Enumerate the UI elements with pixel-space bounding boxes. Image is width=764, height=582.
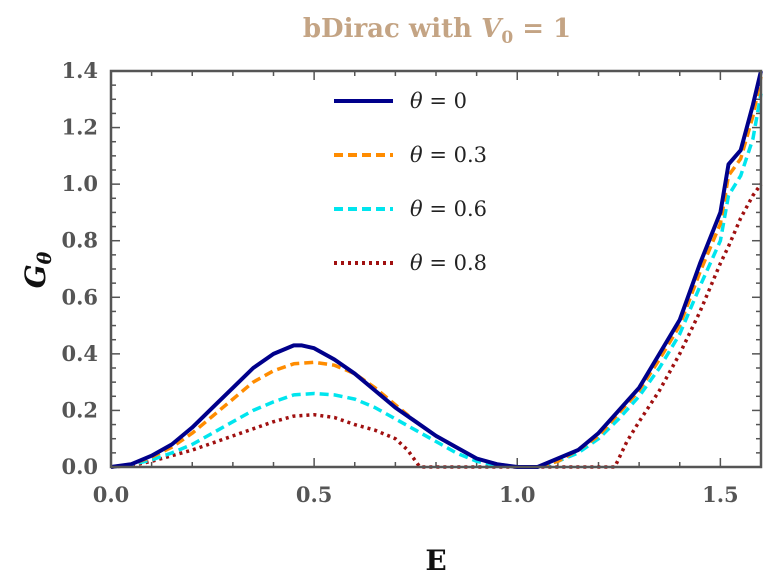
legend: θ = 0 θ = 0.3 θ = 0.6 θ = 0.8 bbox=[334, 89, 487, 275]
series-line-3 bbox=[110, 183, 763, 469]
x-axis-label: E bbox=[425, 544, 446, 577]
y-tick-label: 0.6 bbox=[61, 284, 98, 309]
y-tick-label: 0.2 bbox=[61, 397, 98, 422]
legend-label-0: θ = 0 bbox=[410, 89, 467, 113]
x-tick-label: 0.0 bbox=[93, 482, 130, 507]
x-tick-label: 1.0 bbox=[499, 482, 536, 507]
legend-label-2: θ = 0.6 bbox=[410, 197, 487, 221]
y-tick-label: 1.4 bbox=[61, 58, 98, 83]
y-tick-label: 1.2 bbox=[61, 115, 98, 140]
series-line-0 bbox=[110, 70, 763, 469]
x-tick-label: 1.5 bbox=[702, 482, 739, 507]
y-tick-labels: 0.0 0.2 0.4 0.6 0.8 1.0 1.2 1.4 bbox=[61, 58, 98, 479]
x-tick-labels: 0.0 0.5 1.0 1.5 bbox=[93, 482, 739, 507]
series-layer bbox=[110, 70, 763, 469]
y-tick-label: 0.0 bbox=[61, 454, 98, 479]
x-tick-label: 0.5 bbox=[296, 482, 333, 507]
legend-label-3: θ = 0.8 bbox=[410, 251, 487, 275]
series-line-1 bbox=[110, 76, 763, 469]
plot-frame bbox=[109, 69, 763, 469]
y-tick-label: 0.4 bbox=[61, 341, 98, 366]
y-tick-label: 1.0 bbox=[61, 171, 98, 196]
series-line-2 bbox=[110, 93, 763, 469]
chart-title: bDirac with V0 = 1 bbox=[303, 14, 571, 48]
legend-label-1: θ = 0.3 bbox=[410, 143, 487, 167]
y-tick-label: 0.8 bbox=[61, 228, 98, 253]
y-axis-label: Gθ bbox=[19, 251, 56, 288]
